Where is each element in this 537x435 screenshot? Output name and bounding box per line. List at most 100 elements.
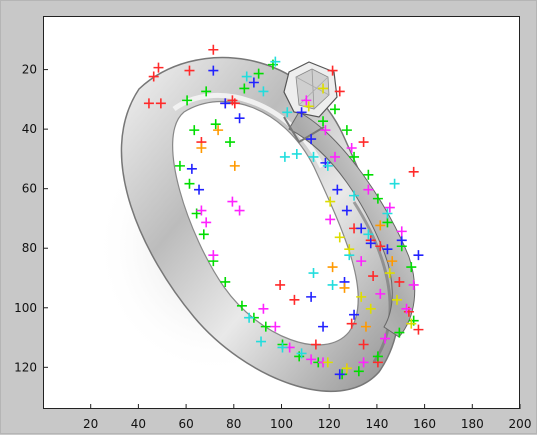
x-tick-label: 80 [226,417,241,431]
feature-point-marker [244,312,255,323]
feature-point-marker [220,276,231,287]
feature-point-marker [270,321,281,332]
feature-point-marker [334,232,345,243]
feature-point-marker [391,294,402,305]
ring-image-svg [94,56,416,393]
feature-point-marker [401,303,412,314]
feature-point-marker [349,309,360,320]
y-tick-label: 120 [14,360,37,374]
feature-point-marker [384,268,395,279]
feature-point-marker [198,229,209,240]
feature-point-marker [289,294,300,305]
feature-point-marker [234,113,245,124]
feature-point-marker [258,303,269,314]
feature-point-marker [277,342,288,353]
feature-point-marker [327,279,338,290]
feature-point-marker [310,339,321,350]
feature-point-marker [327,65,338,76]
feature-point-marker [349,190,360,201]
feature-point-marker [363,184,374,195]
feature-point-marker [334,369,345,380]
feature-point-marker [382,217,393,228]
feature-point-marker [201,217,212,228]
feature-point-marker [360,321,371,332]
feature-point-marker [306,291,317,302]
feature-point-marker [239,83,250,94]
feature-point-marker [394,327,405,338]
feature-point-marker [329,104,340,115]
feature-point-marker [346,318,357,329]
feature-point-marker [339,282,350,293]
x-tick-label: 120 [318,417,341,431]
feature-point-marker [229,160,240,171]
feature-point-marker [363,169,374,180]
x-tick-label: 160 [413,417,436,431]
feature-point-marker [208,44,219,55]
x-tick-label: 180 [461,417,484,431]
feature-point-marker [184,65,195,76]
feature-point-marker [325,214,336,225]
feature-point-marker [189,125,200,136]
feature-point-marker [341,125,352,136]
feature-point-marker [329,151,340,162]
feature-point-marker [296,348,307,359]
feature-point-marker [210,119,221,130]
feature-point-marker [368,271,379,282]
feature-point-marker [227,196,238,207]
feature-points [143,44,424,380]
feature-point-marker [375,220,386,231]
feature-point-marker [318,116,329,127]
feature-point-marker [396,226,407,237]
feature-point-marker [375,241,386,252]
feature-point-marker [303,101,314,112]
feature-point-marker [208,250,219,261]
feature-point-marker [325,196,336,207]
feature-point-marker [213,125,224,136]
feature-point-marker [155,98,166,109]
y-tick-label: 100 [14,301,37,315]
feature-point-marker [229,98,240,109]
feature-point-marker [380,333,391,344]
feature-point-marker [196,205,207,216]
feature-point-marker [322,357,333,368]
feature-point-marker [387,256,398,267]
y-tick-label: 80 [22,241,37,255]
feature-point-marker [196,143,207,153]
x-tick-label: 40 [131,417,146,431]
feature-point-marker [296,107,307,118]
feature-point-marker [327,262,338,273]
feature-point-marker [194,184,205,195]
feature-point-marker [389,178,400,189]
feature-point-marker [279,151,290,162]
feature-point-marker [256,336,267,347]
feature-point-marker [358,339,369,350]
y-tick-label: 60 [22,182,37,196]
feature-point-marker [282,107,293,118]
feature-point-marker [260,321,271,332]
feature-point-marker [375,288,386,299]
feature-point-marker [148,71,159,82]
feature-point-marker [308,268,319,279]
feature-point-marker [382,208,393,219]
feature-point-marker [220,98,231,109]
feature-point-marker [341,205,352,216]
feature-point-marker [248,77,259,88]
feature-point-marker [358,137,369,148]
feature-point-marker [308,151,319,162]
feature-point-marker [356,256,367,267]
feature-point-marker [318,321,329,332]
feature-point-marker [275,279,286,290]
feature-point-marker [258,86,269,97]
y-tick-label: 20 [22,63,37,77]
feature-point-marker [356,291,367,302]
feature-point-marker [356,223,367,234]
feature-point-marker [334,86,345,97]
feature-point-marker [253,68,264,79]
feature-point-marker [270,56,281,67]
feature-point-marker [332,184,343,195]
feature-point-marker [241,71,252,82]
feature-point-marker [344,244,355,255]
feature-point-marker [306,134,317,145]
x-tick-label: 20 [83,417,98,431]
x-tick-label: 60 [178,417,193,431]
